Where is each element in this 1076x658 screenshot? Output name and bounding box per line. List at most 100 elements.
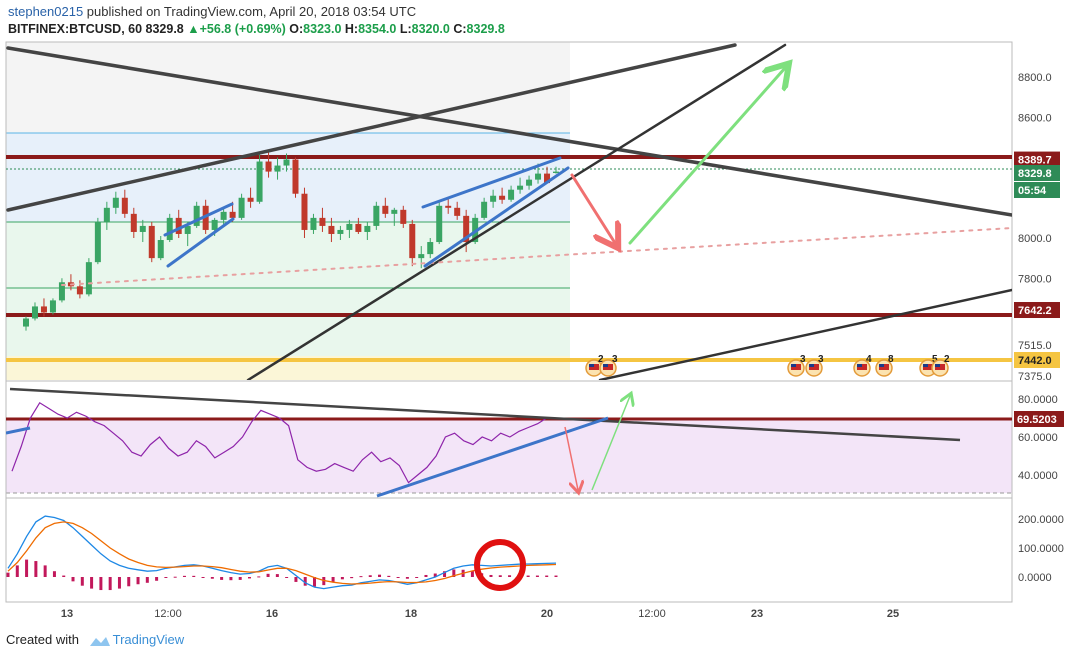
price-badge: 7442.0 [1014, 352, 1060, 368]
up-arrow-icon: ▲ [187, 22, 200, 36]
bullish-arrow [628, 68, 785, 245]
tradingview-logo-icon[interactable] [89, 635, 111, 647]
footer: Created with TradingView [6, 632, 184, 647]
x-tick-label: 12:00 [638, 608, 666, 620]
macd-series [6, 515, 558, 591]
candle [409, 219, 416, 267]
candle [355, 217, 362, 234]
histogram-bar [164, 577, 168, 578]
tradingview-link[interactable]: TradingView [112, 632, 185, 647]
candle [94, 217, 101, 265]
economic-event-flag-icon[interactable]: 3 [599, 354, 618, 377]
candle [157, 235, 164, 261]
histogram-bar [247, 577, 251, 579]
svg-text:69.5203: 69.5203 [1017, 414, 1057, 426]
histogram-bar [331, 577, 335, 582]
histogram-bar [210, 577, 214, 579]
histogram-bar [489, 574, 493, 577]
candle [373, 201, 380, 230]
candle [553, 166, 559, 174]
change-value: +56.8 (+0.69%) [199, 22, 286, 36]
svg-text:05:54: 05:54 [1018, 185, 1047, 197]
macd-tick-label: 200.0000 [1018, 514, 1064, 526]
y-tick-label: 8800.0 [1018, 72, 1052, 84]
symbol-label[interactable]: BITFINEX:BTCUSD, 60 [8, 22, 143, 36]
x-tick-label: 16 [266, 608, 278, 620]
publish-text: published on TradingView.com, April 20, … [83, 4, 417, 19]
y-tick-label: 7515.0 [1018, 340, 1052, 352]
y-tick-label: 8000.0 [1018, 233, 1052, 245]
candle [274, 157, 281, 180]
candle [139, 219, 146, 243]
close-label: C: [453, 22, 467, 36]
price-badge: 8329.8 [1014, 165, 1060, 181]
economic-event-flag-icon[interactable]: 3 [787, 354, 806, 377]
histogram-bar [238, 577, 242, 580]
histogram-bar [415, 577, 419, 578]
candle [103, 201, 110, 230]
histogram-bar [313, 577, 317, 587]
y-tick-label: 7375.0 [1018, 371, 1052, 383]
histogram-bar [294, 577, 298, 582]
high-value: 8354.0 [358, 22, 397, 36]
candle [166, 213, 173, 243]
x-tick-label: 25 [887, 608, 899, 620]
candle [193, 201, 200, 228]
histogram-bar [368, 575, 372, 577]
y-tick-label: 8600.0 [1018, 112, 1052, 124]
candle [364, 221, 371, 241]
candle [238, 193, 245, 220]
histogram-bar [266, 573, 270, 577]
candle [445, 197, 452, 214]
close-value: 8329.8 [466, 22, 505, 36]
economic-event-flag-icon[interactable]: 8 [875, 354, 894, 377]
svg-text:7442.0: 7442.0 [1018, 355, 1052, 367]
horizontal-levels [6, 155, 1012, 421]
histogram-bar [508, 575, 512, 577]
author-link[interactable]: stephen0215 [8, 4, 84, 19]
candle [58, 278, 65, 303]
histogram-bar [303, 577, 307, 586]
signal-line [7, 521, 557, 585]
histogram-bar [396, 577, 400, 578]
x-tick-label: 20 [541, 608, 553, 620]
histogram-bar [387, 575, 391, 577]
economic-event-flag-icon[interactable]: 4 [853, 354, 872, 377]
x-axis: 13 12:00 16 18 20 12:00 23 25 [6, 601, 1012, 620]
x-tick-label: 23 [751, 608, 763, 620]
histogram-bar [433, 573, 437, 577]
candle [121, 189, 128, 218]
low-label: L: [399, 22, 412, 36]
highlight-circle [474, 539, 526, 591]
candle [391, 207, 398, 226]
candle [382, 197, 389, 218]
histogram-bar [145, 577, 149, 583]
svg-text:3: 3 [800, 354, 806, 365]
candle [85, 258, 92, 297]
histogram-bar [378, 574, 382, 577]
macd-tick-label: 0.0000 [1018, 572, 1052, 584]
histogram-bar [405, 577, 409, 579]
candle [499, 187, 506, 204]
histogram-bar [470, 570, 474, 577]
histogram-bar [182, 575, 186, 577]
histogram-bar [498, 575, 502, 577]
economic-event-flag-icon[interactable]: 2 [931, 354, 950, 377]
histogram-bar [15, 565, 19, 577]
candle [148, 221, 155, 263]
candle [319, 207, 326, 232]
candle [292, 157, 299, 198]
histogram-bar [127, 577, 131, 587]
economic-event-flag-icon[interactable]: 3 [805, 354, 824, 377]
candle [544, 166, 551, 184]
candles [23, 151, 559, 331]
high-label: H: [344, 22, 359, 36]
histogram-bar [340, 577, 344, 580]
histogram-bar [25, 559, 29, 577]
x-tick-label: 18 [405, 608, 417, 620]
x-tick-label: 13 [61, 608, 73, 620]
y-axis: 8800.0 8600.0 8000.0 7800.0 7515.0 7375.0 80.0… [1018, 72, 1064, 584]
